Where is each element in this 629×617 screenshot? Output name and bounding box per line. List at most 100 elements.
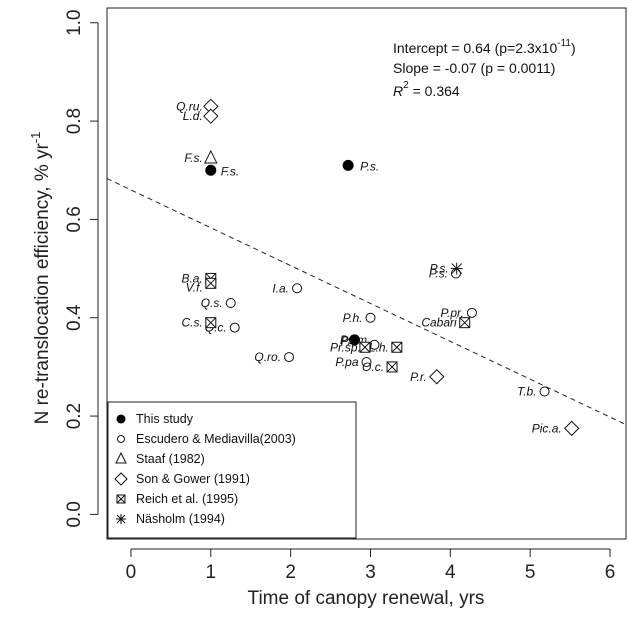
box-marker-cross [359, 341, 371, 353]
legend-marker [114, 472, 128, 486]
x-axis-label: Time of canopy renewal, yrs [248, 588, 485, 609]
diamond-marker [429, 369, 445, 385]
data-point [466, 307, 477, 318]
point-label: P.h. [343, 311, 363, 325]
open-circle-marker [365, 312, 376, 323]
asterisk-stroke [451, 263, 463, 274]
data-point [365, 312, 376, 323]
data-point [229, 322, 240, 333]
x-tick-label: 6 [605, 562, 616, 583]
point-label: O.c. [362, 360, 384, 374]
triangle-marker [203, 149, 218, 164]
axes: 0 1 2 3 4 5 6 0.0 0.2 0.4 0.6 0.8 1.0 [64, 10, 615, 583]
point-label: P.s. [430, 262, 449, 276]
point-label: F.s. [221, 164, 239, 178]
open-circle-marker [361, 357, 372, 367]
point-label: I.a. [272, 281, 289, 295]
point-label: Pr.sp. [330, 340, 361, 354]
y-tick-label: 0.2 [64, 403, 85, 429]
data-point [359, 341, 371, 353]
legend-marker [116, 494, 126, 504]
legend-box [107, 401, 357, 539]
r2-exponent: 2 [403, 80, 409, 91]
legend-label: Son & Gower (1991) [136, 472, 250, 486]
point-label: B.a. [181, 271, 202, 285]
open-circle-marker [284, 352, 295, 363]
filled-circle-marker [205, 164, 217, 176]
y-tick-label: 0.6 [64, 206, 85, 232]
open-circle-marker [117, 435, 125, 443]
legend-label: Escudero & Mediavilla(2003) [136, 432, 296, 446]
point-label: P.pa [335, 355, 358, 369]
plot-frame [106, 7, 627, 540]
regression-line [106, 178, 627, 426]
filled-circle-marker [349, 334, 361, 346]
data-point [386, 361, 398, 373]
r2-r: R [393, 83, 403, 99]
diamond-marker [114, 472, 128, 486]
open-circle-marker [292, 283, 303, 294]
point-label: Q.s. [201, 296, 223, 310]
intercept-text: Intercept = 0.64 (p=2.3x10-11) [393, 38, 576, 56]
data-point [349, 334, 361, 346]
point-label: C.s. [181, 316, 202, 330]
data-point [225, 298, 236, 308]
point-label: F.s. [184, 151, 202, 165]
data-point [361, 357, 372, 367]
box-marker-cross [205, 317, 217, 329]
legend-marker [116, 414, 126, 424]
box-marker-cross [391, 341, 403, 353]
r2-value: = 0.364 [409, 83, 460, 99]
triangle-marker [115, 451, 127, 464]
filled-circle-marker [342, 159, 354, 171]
filled-circle-marker [116, 414, 126, 424]
data-point [284, 352, 295, 363]
point-label: P.r. [410, 370, 427, 384]
intercept-main: Intercept = 0.64 (p=2.3x10 [393, 40, 557, 56]
r2-text: R2 = 0.364 [393, 80, 460, 99]
data-point [391, 341, 403, 353]
open-circle-marker [466, 307, 477, 318]
legend-label: This study [136, 412, 194, 426]
data-point [205, 277, 217, 289]
y-axis-label-main: N re-translocation efficiency, % yr [32, 142, 53, 424]
data-point [450, 262, 463, 275]
data-point [563, 420, 580, 437]
x-tick-label: 0 [126, 562, 137, 583]
data-point [203, 108, 219, 124]
point-label: V.f. [186, 280, 203, 294]
stats-annotation: Intercept = 0.64 (p=2.3x10-11) Slope = -… [393, 38, 576, 99]
point-label: P. [341, 334, 351, 348]
y-tick-label: 0.8 [64, 108, 85, 134]
x-tick-label: 5 [525, 562, 536, 583]
x-tick-label: 1 [206, 562, 217, 583]
point-label: T.b. [517, 385, 537, 399]
box-marker-cross [205, 277, 217, 289]
point-label: Q.ru. [176, 99, 203, 113]
slope-text: Slope = -0.07 (p = 0.0011) [393, 60, 555, 76]
point-label: L.d. [183, 109, 203, 123]
box-marker-cross [459, 317, 471, 329]
point-label: P.s. [429, 267, 448, 281]
diamond-marker [563, 420, 580, 437]
point-label: Q.ro. [254, 350, 281, 364]
asterisk-stroke [116, 514, 126, 524]
data-point [539, 386, 550, 397]
y-tick-label: 0.0 [64, 501, 85, 527]
x-tick-label: 2 [285, 562, 296, 583]
legend-marker [116, 514, 126, 524]
data-point [429, 369, 445, 385]
legend-label: Staaf (1982) [136, 452, 205, 466]
data-point [203, 149, 218, 164]
legend-label: Näsholm (1994) [136, 512, 225, 526]
diamond-marker [203, 108, 219, 124]
legend-marker [115, 451, 127, 464]
box-marker-cross [116, 494, 126, 504]
data-points-group: F.s.P.s.P.I.a.Q.s.Q.c.Q.ro.P.h.P.paP.s.P… [176, 98, 580, 437]
legend-label: Reich et al. (1995) [136, 492, 238, 506]
data-point [342, 159, 354, 171]
point-label: Pic.a. [532, 421, 562, 435]
data-point [459, 317, 471, 329]
point-label: P.pr. [441, 306, 464, 320]
